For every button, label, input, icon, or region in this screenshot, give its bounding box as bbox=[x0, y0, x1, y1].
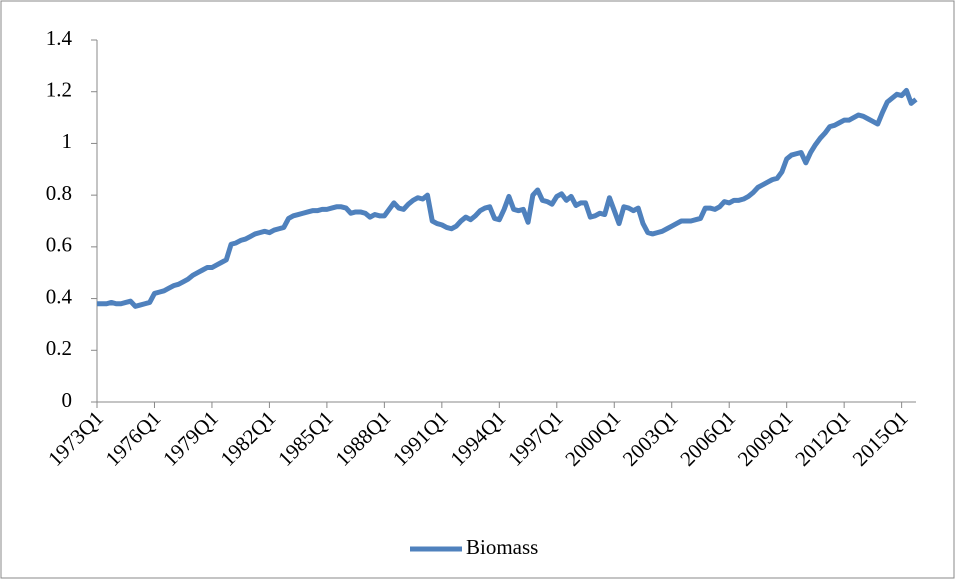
data-line bbox=[97, 87, 918, 309]
y-tick-label: 0 bbox=[62, 388, 73, 412]
y-tick-label: 0.6 bbox=[46, 233, 72, 257]
legend-label: Biomass bbox=[466, 535, 538, 559]
y-tick-label: 0.2 bbox=[46, 336, 72, 360]
y-tick-label: 1.4 bbox=[46, 26, 73, 50]
y-tick-label: 0.4 bbox=[46, 284, 73, 308]
y-tick-label: 1.2 bbox=[46, 78, 72, 102]
y-tick-label: 0.8 bbox=[46, 181, 72, 205]
y-tick-label: 1 bbox=[62, 129, 73, 153]
